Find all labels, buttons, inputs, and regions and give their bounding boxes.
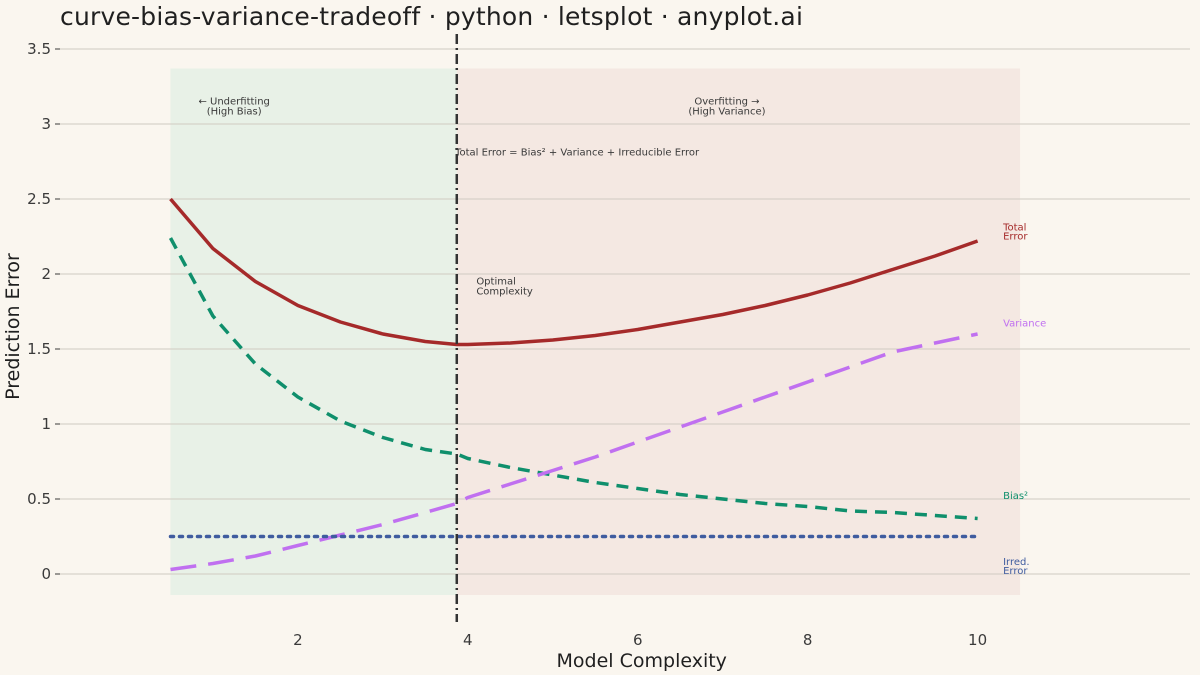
series-label-line: Variance bbox=[1003, 319, 1046, 330]
series-line-3 bbox=[170, 332, 978, 572]
y-tick-label: 2 bbox=[41, 265, 51, 283]
x-tick-label: 8 bbox=[803, 631, 813, 649]
x-tick-label: 6 bbox=[633, 631, 643, 649]
x-tick-label: 2 bbox=[293, 631, 303, 649]
series-line-1 bbox=[169, 197, 979, 347]
x-axis: 2 4 6 8 10 bbox=[293, 631, 987, 649]
series-label: Total Error bbox=[1002, 223, 1028, 243]
y-tick-label: 1 bbox=[41, 415, 51, 433]
annotation-line: Total Error = Bias² + Variance + Irreduc… bbox=[454, 148, 700, 159]
annotation-text: ← Underfitting (High Bias) bbox=[198, 97, 269, 118]
y-tick-label: 1.5 bbox=[27, 340, 51, 358]
series-label-line: Bias² bbox=[1003, 491, 1028, 502]
annotation-line: Overfitting → bbox=[694, 97, 759, 108]
annotation-line: Optimal bbox=[476, 277, 516, 288]
x-axis-title: Model Complexity bbox=[557, 650, 727, 672]
y-tick-label: 3 bbox=[41, 115, 51, 133]
annotation-text: Overfitting → (High Variance) bbox=[688, 97, 765, 118]
y-tick-label: 0 bbox=[41, 565, 51, 583]
annotation-line: (High Variance) bbox=[688, 107, 765, 118]
annotations: ← Underfitting (High Bias)Overfitting → (H… bbox=[198, 97, 765, 298]
region-shading bbox=[170, 68, 1021, 595]
series-label-line: Error bbox=[1003, 566, 1028, 577]
chart-title: curve-bias-variance-tradeoff · python · … bbox=[60, 2, 804, 31]
series-label: Irred. Error bbox=[1003, 557, 1029, 577]
annotation-text: Optimal Complexity bbox=[476, 277, 533, 298]
series-line-2 bbox=[168, 237, 978, 521]
y-tick-label: 0.5 bbox=[27, 490, 51, 508]
y-axis: 0 0.5 1 1.5 2 2.5 3 3.5 bbox=[27, 40, 60, 583]
annotation-line: (High Bias) bbox=[207, 107, 262, 118]
y-tick-label: 2.5 bbox=[27, 190, 51, 208]
series-label-line: Total bbox=[1002, 223, 1026, 234]
series-label: Variance bbox=[1003, 319, 1046, 330]
y-tick-label: 3.5 bbox=[27, 40, 51, 58]
annotation-text: Total Error = Bias² + Variance + Irreduc… bbox=[454, 148, 700, 159]
series-label-line: Irred. bbox=[1003, 557, 1029, 568]
overfitting-region bbox=[456, 68, 1021, 595]
annotation-line: ← Underfitting bbox=[198, 97, 269, 108]
y-axis-title: Prediction Error bbox=[2, 253, 24, 400]
annotation-line: Complexity bbox=[476, 287, 533, 298]
underfitting-region bbox=[170, 68, 457, 595]
x-tick-label: 4 bbox=[463, 631, 473, 649]
series-lines bbox=[168, 197, 980, 572]
series-label-line: Error bbox=[1003, 232, 1028, 243]
x-tick-label: 10 bbox=[968, 631, 987, 649]
series-label: Bias² bbox=[1003, 491, 1028, 502]
